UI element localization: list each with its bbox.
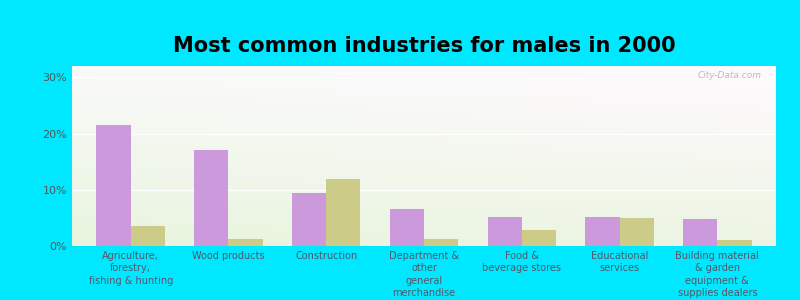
Bar: [487, 217, 522, 246]
Bar: [718, 240, 751, 246]
Bar: [683, 219, 718, 246]
Bar: [326, 178, 361, 246]
Bar: [97, 125, 130, 246]
Bar: [130, 226, 165, 246]
Bar: [292, 193, 326, 246]
Bar: [424, 239, 458, 246]
Bar: [586, 217, 619, 246]
Bar: [390, 209, 424, 246]
Bar: [619, 218, 654, 246]
Bar: [194, 150, 229, 246]
Bar: [229, 239, 262, 246]
Bar: [522, 230, 556, 246]
Text: City-Data.com: City-Data.com: [698, 71, 762, 80]
Title: Most common industries for males in 2000: Most common industries for males in 2000: [173, 36, 675, 56]
